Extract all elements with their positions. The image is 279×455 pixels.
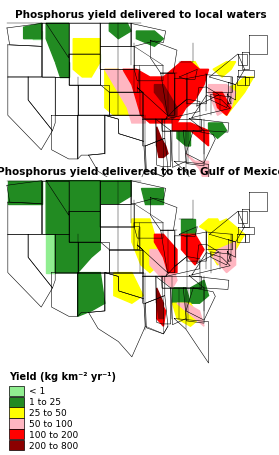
Polygon shape: [105, 70, 145, 124]
Polygon shape: [155, 235, 177, 273]
Polygon shape: [132, 219, 163, 273]
Polygon shape: [46, 181, 100, 273]
Polygon shape: [150, 250, 177, 288]
Polygon shape: [177, 303, 204, 327]
Polygon shape: [157, 288, 163, 319]
Text: 25 to 50: 25 to 50: [29, 408, 67, 417]
Polygon shape: [8, 181, 42, 204]
Polygon shape: [209, 219, 245, 265]
Text: 50 to 100: 50 to 100: [29, 419, 73, 428]
Polygon shape: [55, 62, 69, 78]
Polygon shape: [209, 86, 235, 116]
Polygon shape: [136, 32, 163, 47]
Polygon shape: [182, 62, 199, 78]
Polygon shape: [172, 288, 191, 311]
Polygon shape: [87, 55, 100, 62]
Polygon shape: [209, 124, 227, 139]
Bar: [9, 429, 24, 440]
Polygon shape: [46, 235, 55, 273]
Bar: [9, 397, 24, 407]
Title: Phosphorus yield delivered to the Gulf of Mexico: Phosphorus yield delivered to the Gulf o…: [0, 167, 279, 177]
Polygon shape: [78, 273, 105, 317]
Polygon shape: [213, 62, 235, 78]
Polygon shape: [114, 273, 143, 303]
Polygon shape: [73, 40, 100, 78]
Polygon shape: [213, 93, 231, 116]
Polygon shape: [155, 86, 177, 120]
Polygon shape: [177, 131, 191, 147]
Text: < 1: < 1: [29, 387, 45, 395]
Polygon shape: [24, 24, 42, 40]
Polygon shape: [141, 189, 163, 204]
Polygon shape: [182, 235, 204, 265]
Polygon shape: [218, 78, 254, 116]
Polygon shape: [123, 62, 209, 124]
Bar: [9, 440, 24, 450]
Polygon shape: [157, 127, 168, 158]
Polygon shape: [172, 303, 199, 327]
Text: 200 to 800: 200 to 800: [29, 440, 78, 450]
Polygon shape: [28, 32, 42, 40]
Text: 100 to 200: 100 to 200: [29, 430, 78, 439]
Polygon shape: [172, 124, 209, 147]
Bar: [9, 386, 24, 396]
Polygon shape: [157, 296, 166, 327]
Polygon shape: [186, 154, 209, 192]
Polygon shape: [199, 219, 222, 235]
Bar: [9, 418, 24, 429]
Polygon shape: [105, 70, 132, 116]
Bar: [9, 408, 24, 418]
Title: Phosphorus yield delivered to local waters: Phosphorus yield delivered to local wate…: [15, 10, 267, 20]
Polygon shape: [100, 181, 131, 204]
Polygon shape: [213, 243, 235, 273]
Polygon shape: [191, 281, 209, 303]
Text: 1 to 25: 1 to 25: [29, 397, 61, 406]
Text: Yield (kg km⁻² yr⁻¹): Yield (kg km⁻² yr⁻¹): [9, 371, 116, 381]
Polygon shape: [46, 24, 69, 62]
Polygon shape: [109, 24, 131, 40]
Polygon shape: [182, 219, 195, 235]
